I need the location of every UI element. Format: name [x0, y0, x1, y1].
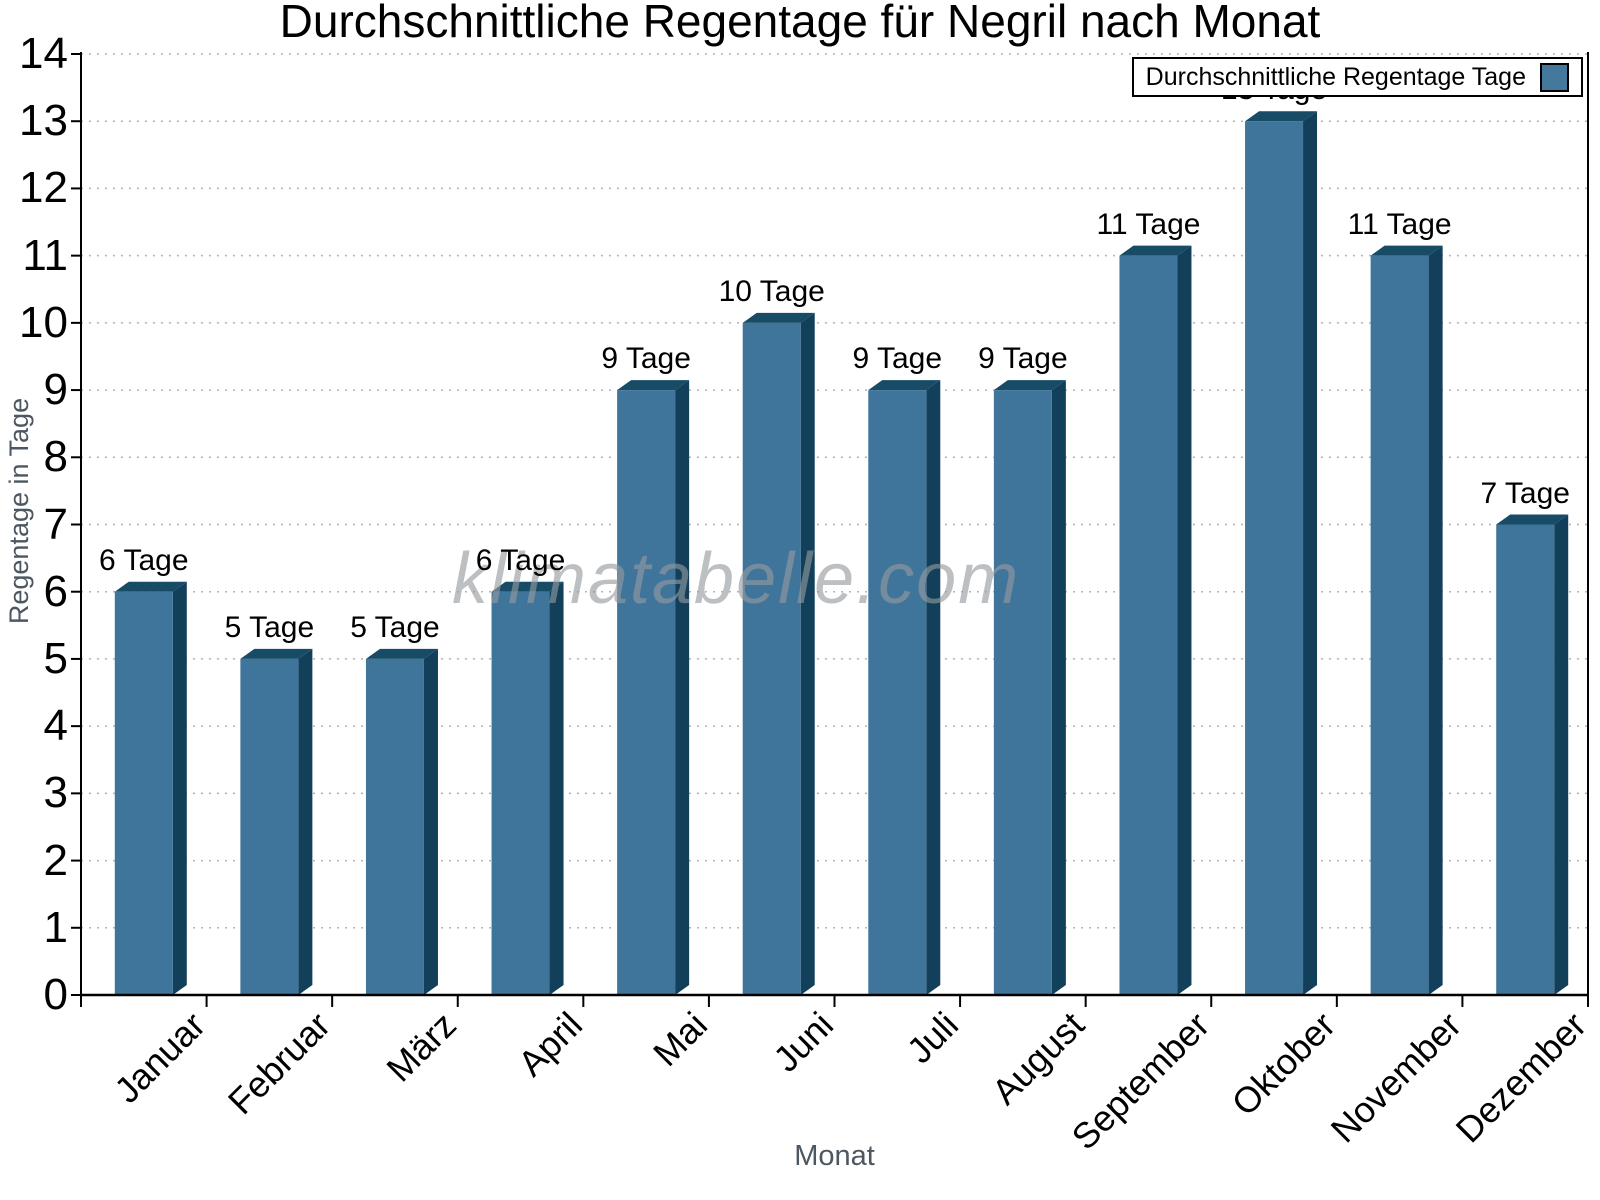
bar-front-face [1119, 255, 1178, 996]
bar-side-face [1428, 245, 1443, 996]
bar-front-face [617, 390, 676, 996]
bar-side-face [675, 380, 690, 996]
bar-September[interactable] [1119, 245, 1192, 996]
bar-April[interactable] [491, 581, 564, 995]
bar-front-face [993, 390, 1052, 996]
bar-Januar[interactable] [114, 581, 187, 995]
chart-title: Durchschnittliche Regentage für Negril n… [279, 0, 1321, 47]
bar-side-face [926, 380, 941, 996]
y-tick-label-2: 2 [43, 835, 68, 885]
y-tick-label-10: 10 [19, 297, 68, 347]
bar-front-face [1370, 255, 1429, 996]
bar-side-face [1177, 245, 1192, 996]
bar-top-face [491, 581, 564, 592]
bar-value-label: 6 Tage [475, 543, 566, 577]
bar-top-face [114, 581, 187, 592]
bar-value-label: 11 Tage [1096, 207, 1201, 241]
bar-Februar[interactable] [240, 648, 313, 995]
bar-value-label: 5 Tage [224, 610, 315, 644]
y-tick-label-6: 6 [43, 566, 68, 616]
bar-top-face [1496, 514, 1569, 525]
bar-front-face [868, 390, 927, 996]
bar-side-face [172, 581, 187, 995]
bar-November[interactable] [1370, 245, 1443, 996]
bar-top-face [993, 380, 1066, 391]
y-tick-label-4: 4 [43, 701, 68, 751]
bar-top-face [240, 648, 313, 659]
bar-März[interactable] [365, 648, 438, 995]
y-tick-label-13: 13 [19, 96, 68, 146]
bar-front-face [1245, 121, 1304, 995]
bar-value-label: 11 Tage [1347, 207, 1452, 241]
bar-value-label: 9 Tage [601, 342, 691, 376]
bar-side-face [423, 648, 438, 995]
bar-value-label: 7 Tage [1480, 476, 1570, 510]
bar-side-face [1303, 111, 1318, 995]
bar-value-label: 5 Tage [350, 610, 440, 644]
bar-front-face [240, 658, 299, 995]
bar-front-face [365, 658, 424, 995]
x-axis-title: Monat [794, 1140, 875, 1172]
y-tick-label-3: 3 [43, 768, 68, 818]
y-tick-label-5: 5 [43, 633, 68, 683]
bar-top-face [1245, 111, 1318, 122]
y-tick-label-11: 11 [22, 230, 68, 280]
bar-top-face [365, 648, 438, 659]
bar-front-face [1496, 524, 1555, 995]
bar-value-label: 10 Tage [718, 274, 825, 308]
bar-top-face [742, 312, 815, 323]
y-tick-label-7: 7 [43, 499, 68, 549]
bar-side-face [1554, 514, 1569, 995]
bar-Dezember[interactable] [1496, 514, 1569, 996]
y-tick-label-14: 14 [19, 29, 68, 78]
bar-front-face [491, 591, 550, 995]
bar-value-label: 6 Tage [99, 543, 189, 577]
bar-Juli[interactable] [868, 380, 941, 996]
y-tick-label-1: 1 [43, 902, 68, 952]
watermark: klimatabelle.com [452, 539, 1021, 619]
y-tick-label-0: 0 [43, 970, 68, 1019]
bar-side-face [1051, 380, 1066, 996]
y-tick-label-8: 8 [43, 432, 68, 482]
legend-swatch-icon [1540, 62, 1569, 92]
legend-label: Durchschnittliche Regentage Tage [1145, 62, 1526, 91]
y-tick-label-12: 12 [19, 163, 68, 213]
bar-side-face [298, 648, 313, 995]
bar-Oktober[interactable] [1245, 111, 1318, 995]
bar-top-face [617, 380, 690, 391]
bar-Juni[interactable] [742, 312, 815, 995]
bar-August[interactable] [993, 380, 1066, 996]
bar-Mai[interactable] [617, 380, 690, 996]
bar-front-face [114, 591, 173, 995]
bar-top-face [1370, 245, 1443, 256]
bar-side-face [800, 312, 815, 995]
bar-top-face [1119, 245, 1192, 256]
y-tick-label-9: 9 [43, 365, 68, 415]
legend-box[interactable]: Durchschnittliche Regentage Tage [1131, 57, 1583, 97]
bar-side-face [549, 581, 564, 995]
bar-value-label: 9 Tage [852, 342, 943, 376]
bar-front-face [742, 322, 801, 995]
bar-value-label: 9 Tage [978, 342, 1068, 376]
bar-top-face [868, 380, 941, 391]
